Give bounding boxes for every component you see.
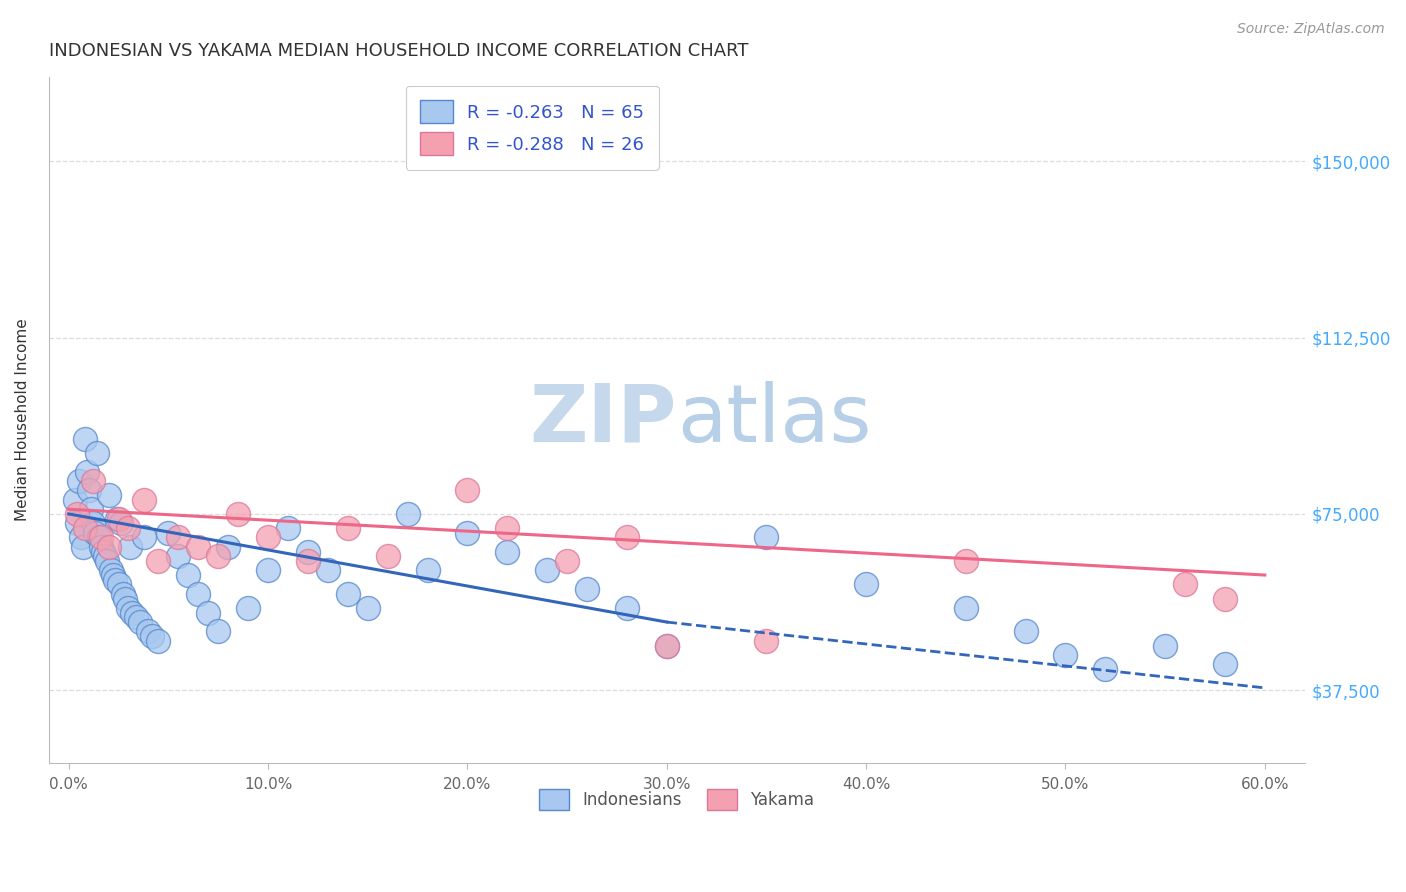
Point — [496, 544, 519, 558]
Point — [855, 577, 877, 591]
Point — [1014, 624, 1036, 639]
Point — [187, 587, 209, 601]
Point — [82, 474, 104, 488]
Point — [277, 521, 299, 535]
Y-axis label: Median Household Income: Median Household Income — [15, 318, 30, 521]
Point — [187, 540, 209, 554]
Text: Source: ZipAtlas.com: Source: ZipAtlas.com — [1237, 22, 1385, 37]
Point — [1154, 639, 1177, 653]
Point — [576, 582, 599, 596]
Point — [114, 591, 136, 606]
Point — [129, 615, 152, 629]
Point — [148, 633, 170, 648]
Point — [66, 516, 89, 531]
Point — [101, 568, 124, 582]
Point — [655, 639, 678, 653]
Point — [167, 530, 190, 544]
Point — [134, 492, 156, 507]
Point — [357, 601, 380, 615]
Point — [536, 563, 558, 577]
Point — [157, 525, 180, 540]
Point — [76, 465, 98, 479]
Point — [82, 516, 104, 531]
Point — [207, 624, 229, 639]
Point — [120, 540, 142, 554]
Point — [1094, 662, 1116, 676]
Point — [236, 601, 259, 615]
Point — [226, 507, 249, 521]
Point — [167, 549, 190, 564]
Point — [456, 483, 478, 498]
Point — [197, 606, 219, 620]
Point — [73, 432, 96, 446]
Point — [125, 610, 148, 624]
Point — [91, 544, 114, 558]
Point — [87, 530, 110, 544]
Point — [396, 507, 419, 521]
Text: INDONESIAN VS YAKAMA MEDIAN HOUSEHOLD INCOME CORRELATION CHART: INDONESIAN VS YAKAMA MEDIAN HOUSEHOLD IN… — [49, 42, 748, 60]
Point — [148, 554, 170, 568]
Point — [67, 474, 90, 488]
Point — [69, 530, 91, 544]
Point — [117, 521, 139, 535]
Point — [66, 507, 89, 521]
Point — [86, 446, 108, 460]
Point — [107, 511, 129, 525]
Point — [100, 563, 122, 577]
Point — [110, 516, 132, 531]
Point — [456, 525, 478, 540]
Point — [138, 624, 160, 639]
Point — [616, 530, 638, 544]
Point — [207, 549, 229, 564]
Point — [1213, 657, 1236, 672]
Point — [72, 540, 94, 554]
Point — [1174, 577, 1197, 591]
Point — [416, 563, 439, 577]
Point — [1213, 591, 1236, 606]
Point — [555, 554, 578, 568]
Point — [496, 521, 519, 535]
Point — [297, 544, 319, 558]
Point — [336, 521, 359, 535]
Point — [336, 587, 359, 601]
Point — [107, 577, 129, 591]
Point — [90, 540, 112, 554]
Text: ZIP: ZIP — [530, 381, 676, 458]
Point — [755, 530, 778, 544]
Point — [97, 488, 120, 502]
Point — [79, 502, 101, 516]
Point — [257, 530, 280, 544]
Point — [1054, 648, 1077, 662]
Point — [117, 601, 139, 615]
Point — [96, 554, 118, 568]
Point — [297, 554, 319, 568]
Point — [90, 530, 112, 544]
Point — [217, 540, 239, 554]
Point — [257, 563, 280, 577]
Point — [97, 540, 120, 554]
Point — [616, 601, 638, 615]
Point — [955, 601, 977, 615]
Point — [77, 483, 100, 498]
Point — [103, 573, 125, 587]
Point — [141, 629, 163, 643]
Point — [655, 639, 678, 653]
Point — [316, 563, 339, 577]
Point — [121, 606, 143, 620]
Point — [63, 492, 86, 507]
Point — [73, 521, 96, 535]
Legend: Indonesians, Yakama: Indonesians, Yakama — [526, 775, 828, 823]
Point — [377, 549, 399, 564]
Point — [111, 587, 134, 601]
Point — [755, 633, 778, 648]
Point — [105, 511, 128, 525]
Point — [93, 549, 115, 564]
Point — [134, 530, 156, 544]
Point — [177, 568, 200, 582]
Text: atlas: atlas — [676, 381, 872, 458]
Point — [83, 525, 105, 540]
Point — [955, 554, 977, 568]
